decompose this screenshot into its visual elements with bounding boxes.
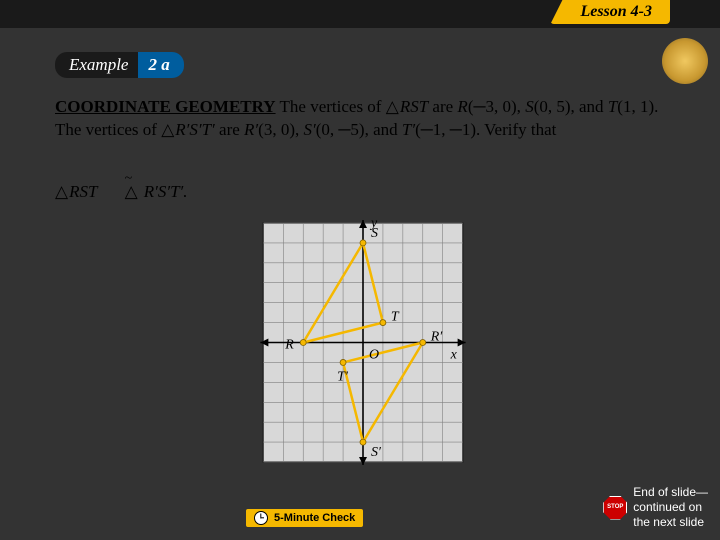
example-word: Example: [55, 52, 138, 78]
coordinate-graph: RSTR′S′T′Oxy: [258, 215, 468, 470]
svg-text:T: T: [391, 310, 400, 325]
end-of-slide-note: STOP End of slide— continued on the next…: [603, 485, 708, 530]
five-minute-check-button[interactable]: 5-Minute Check: [245, 508, 364, 528]
lesson-label: Lesson 4-3: [550, 0, 670, 24]
svg-text:y: y: [369, 216, 378, 231]
example-badge: Example 2 a: [55, 52, 184, 78]
problem-heading: COORDINATE GEOMETRY: [55, 97, 276, 116]
five-minute-label: 5-Minute Check: [274, 512, 355, 524]
graph-svg: RSTR′S′T′Oxy: [258, 215, 468, 470]
header-band: Lesson 4-3: [0, 0, 720, 28]
stop-icon: STOP: [603, 496, 627, 520]
svg-text:T′: T′: [337, 369, 349, 384]
svg-text:O: O: [369, 347, 379, 362]
svg-text:R′: R′: [430, 330, 444, 345]
congruence-statement: RST R′S′T′.: [55, 182, 188, 202]
problem-statement: COORDINATE GEOMETRY The vertices of RST …: [55, 96, 670, 142]
clock-icon: [254, 511, 268, 525]
svg-text:S′: S′: [371, 445, 382, 460]
svg-text:x: x: [450, 347, 458, 362]
svg-text:R: R: [284, 337, 294, 352]
publisher-logo: [662, 38, 708, 84]
example-number: 2 a: [138, 52, 183, 78]
